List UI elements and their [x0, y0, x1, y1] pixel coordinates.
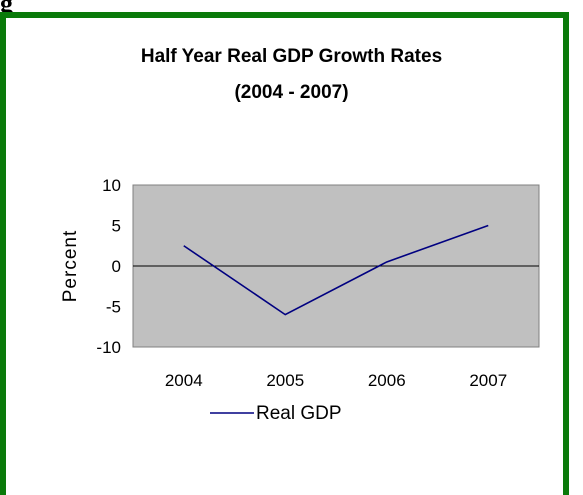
- x-tick-label: 2004: [165, 371, 203, 390]
- legend-label-real-gdp: Real GDP: [256, 403, 342, 424]
- chart-title-line-1: Half Year Real GDP Growth Rates: [140, 46, 443, 67]
- x-tick-label: 2007: [469, 371, 507, 390]
- series-line-real-gdp: [183, 224, 489, 316]
- y-tick-label: 0: [112, 257, 121, 276]
- y-axis-title: Percent: [60, 230, 81, 302]
- y-tick-label: 5: [112, 217, 121, 236]
- chart-title-line-2: (2004 - 2007): [234, 82, 349, 103]
- y-tick-label: -10: [96, 338, 121, 357]
- x-tick-label: 2005: [266, 371, 304, 390]
- y-tick-label: 10: [102, 176, 121, 195]
- y-tick-label: -5: [106, 298, 121, 317]
- x-tick-label: 2006: [368, 371, 406, 390]
